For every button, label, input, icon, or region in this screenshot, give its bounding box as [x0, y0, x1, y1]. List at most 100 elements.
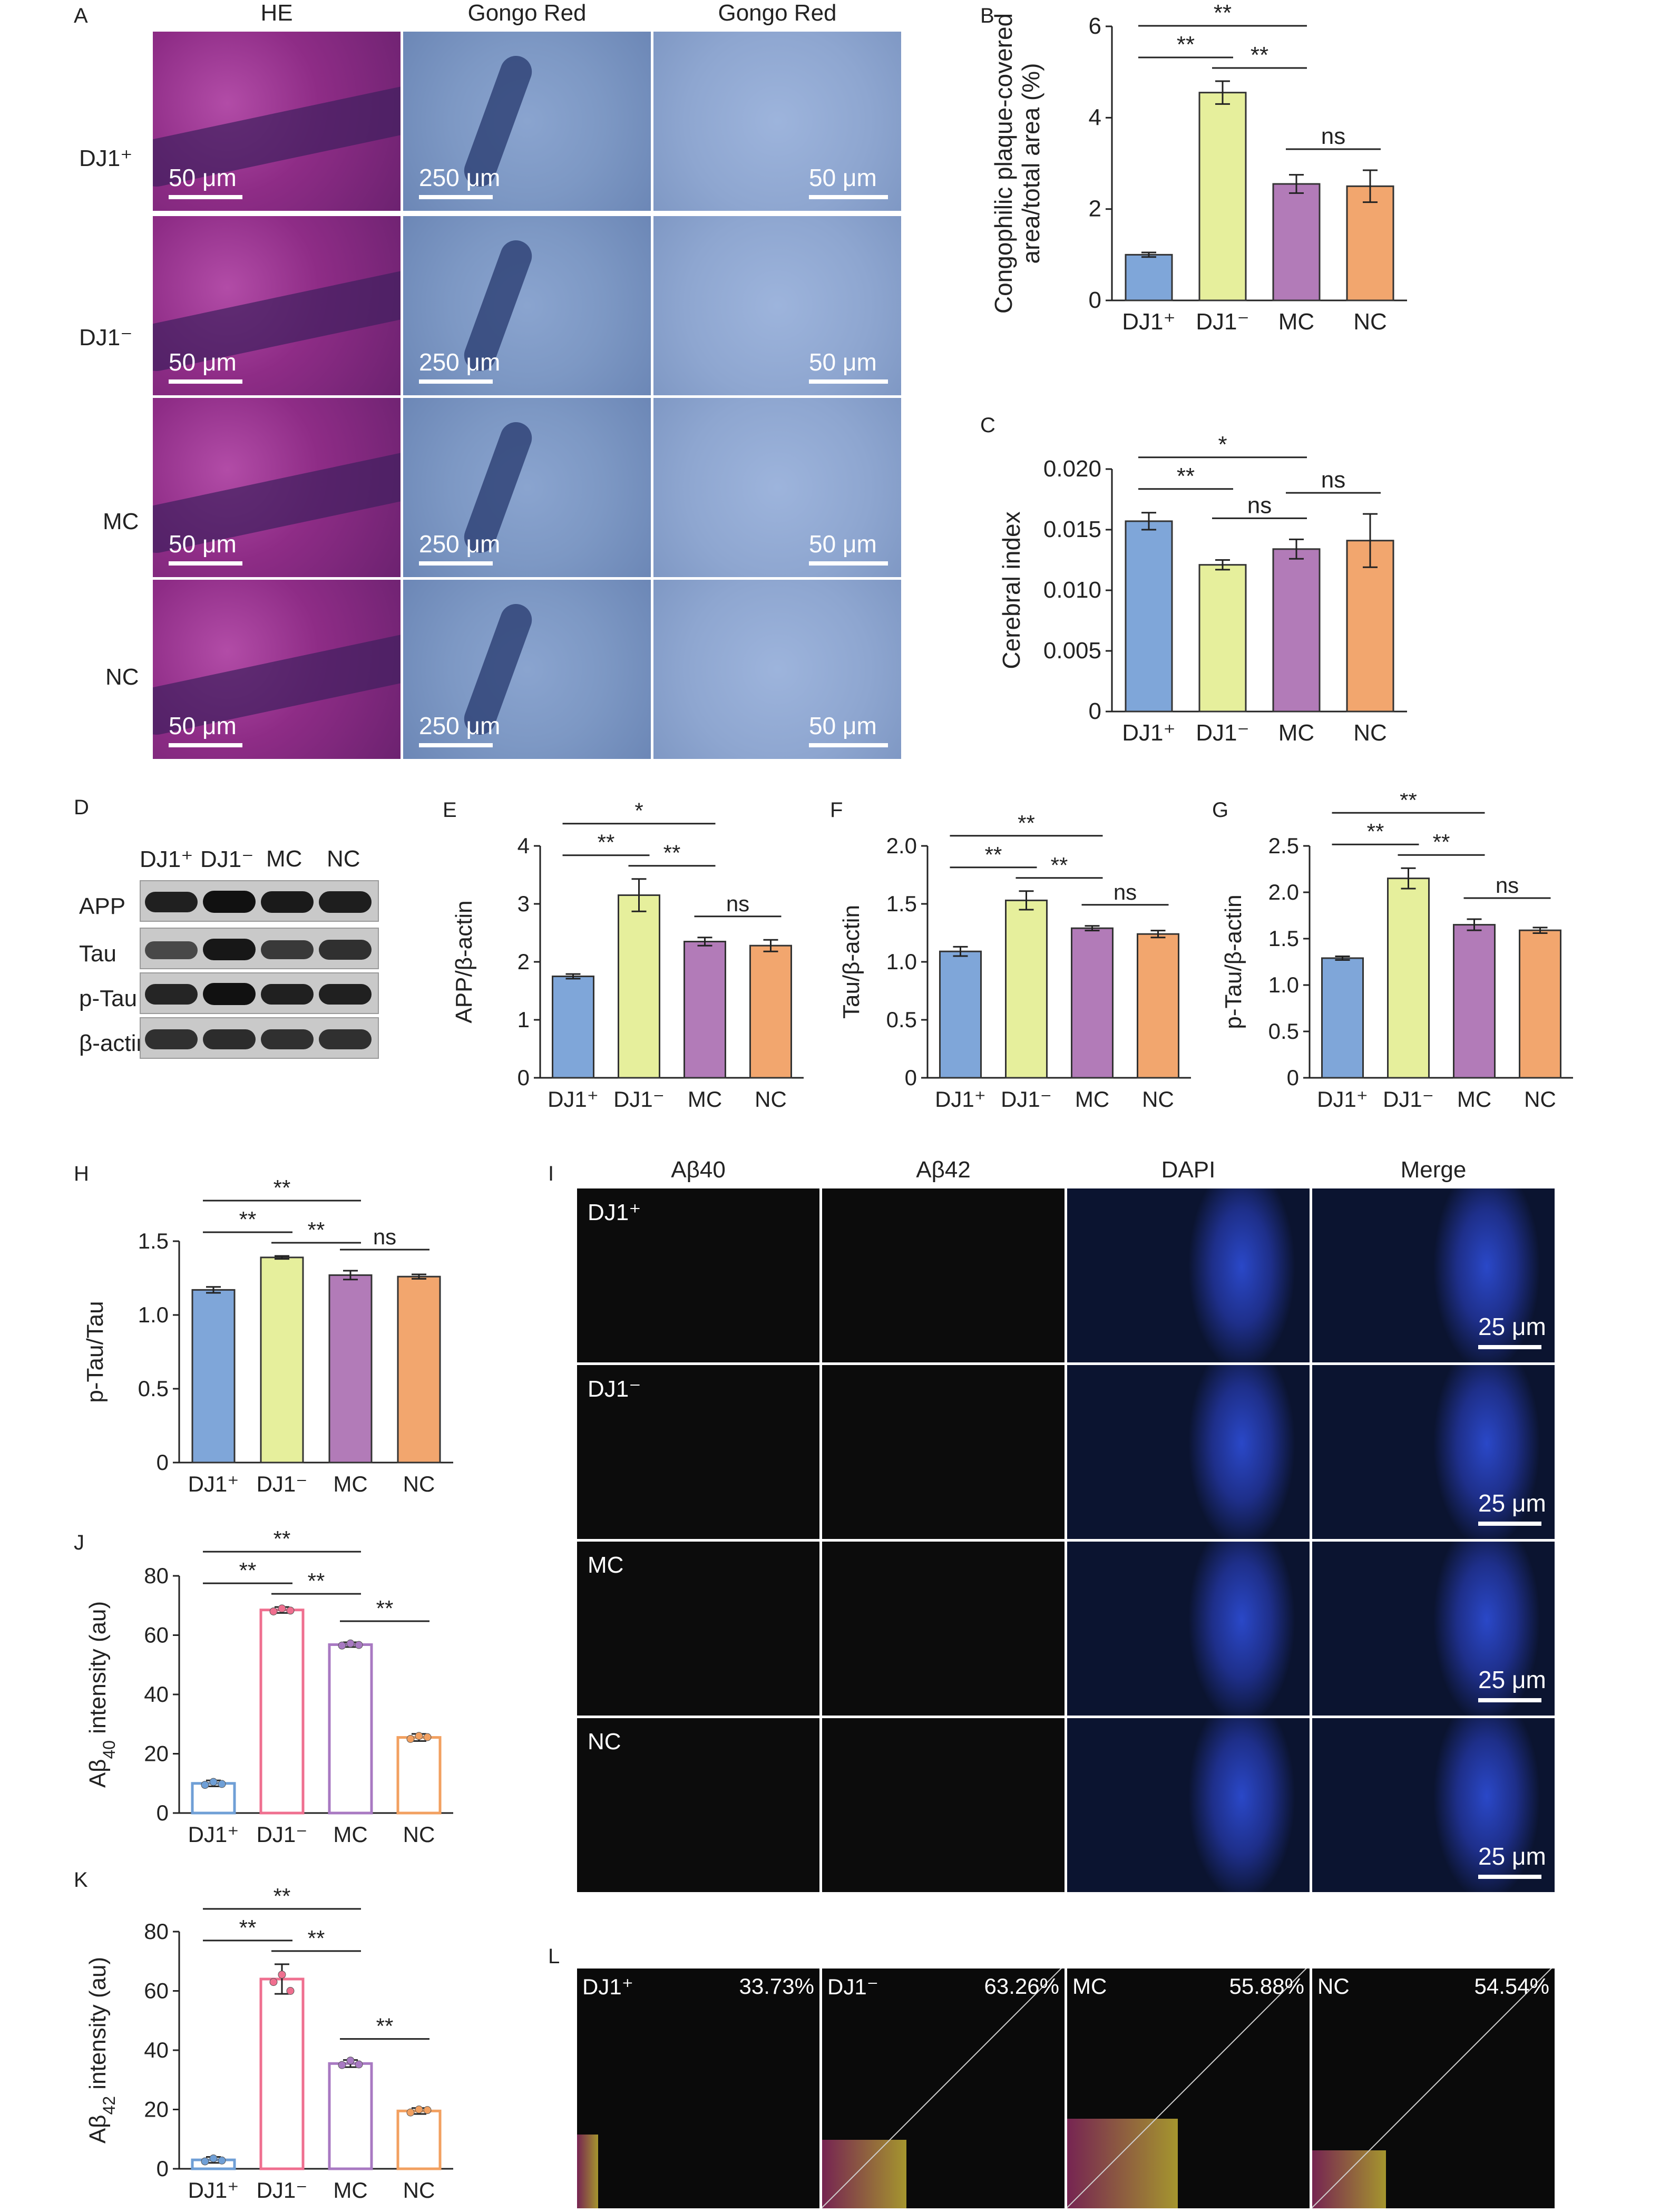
scale-bar: 250 μm	[419, 530, 509, 572]
significance-label: **	[274, 1526, 291, 1551]
significance-label: *	[634, 798, 643, 823]
data-point	[415, 1732, 423, 1740]
scale-bar: 250 μm	[419, 163, 509, 206]
histology-image	[403, 216, 651, 395]
y-tick-label: 0.020	[1043, 456, 1101, 482]
histology-image	[403, 32, 651, 211]
y-axis-label: p-Tau/Tau	[82, 1301, 108, 1402]
western-blot-band	[319, 1029, 372, 1049]
fluo-row-label: DJ1⁺	[588, 1200, 641, 1225]
scale-bar-label: 50 μm	[809, 712, 877, 739]
data-point	[406, 1734, 415, 1743]
y-tick-label: 1.0	[1268, 972, 1299, 997]
data-point	[278, 1971, 286, 1979]
fluorescence-image	[1067, 1542, 1310, 1716]
scale-bar: 25 μm	[1478, 1312, 1552, 1355]
fluorescence-image	[822, 1365, 1065, 1539]
bar	[259, 1609, 305, 1815]
y-tick-label: 0.010	[1043, 577, 1101, 603]
fluorescence-image	[577, 1542, 819, 1716]
y-tick-label: 6	[1089, 13, 1101, 39]
x-tick-label: DJ1⁻	[613, 1087, 665, 1112]
wb-header-dj1-plus: DJ1⁺	[140, 846, 193, 872]
data-point	[269, 1607, 278, 1615]
fluorescence-image	[577, 1718, 819, 1892]
fluo-col-header-abeta40: Aβ40	[671, 1157, 726, 1183]
y-axis-label: Congophilic plaque-covered	[991, 13, 1017, 314]
scale-bar: 50 μm	[809, 530, 899, 572]
significance-label: **	[308, 1217, 325, 1242]
bar	[328, 2062, 373, 2170]
fluorescence-image	[822, 1188, 1065, 1362]
data-point	[209, 2154, 218, 2162]
bar	[683, 941, 726, 1079]
y-axis-label: p-Tau/β-actin	[1220, 894, 1246, 1029]
data-point	[269, 1978, 278, 1986]
significance-label: **	[308, 1926, 325, 1951]
fluo-col-header-merge: Merge	[1400, 1157, 1467, 1183]
panel-letter-c: C	[980, 414, 995, 437]
panel-letter-d: D	[74, 796, 89, 819]
bar	[396, 1736, 442, 1815]
x-tick-label: MC	[1278, 309, 1314, 335]
fluorescence-image	[1312, 1718, 1555, 1892]
bar	[1346, 185, 1394, 301]
significance-label: **	[1214, 0, 1232, 26]
histology-image	[653, 398, 901, 577]
scale-bar-line	[1478, 1522, 1541, 1526]
wb-label-beta-actin: β-actin	[79, 1030, 149, 1056]
wb-header-dj1-minus: DJ1⁻	[200, 846, 254, 872]
western-blot-band	[145, 984, 198, 1005]
western-blot-band	[145, 941, 198, 959]
x-tick-label: MC	[1075, 1087, 1109, 1112]
x-tick-label: DJ1⁺	[1122, 309, 1175, 335]
histo-col-header-he: HE	[260, 0, 293, 26]
western-blot-band	[261, 1029, 314, 1049]
histology-image	[153, 398, 401, 577]
histology-image	[403, 398, 651, 577]
scale-bar-label: 250 μm	[419, 348, 501, 376]
chart-f-tau-ratio: 0 0.5 1.0 1.5 2.0 Tau/β-actin DJ1⁺ DJ1⁻ MC NC ** **…	[838, 811, 1191, 1112]
y-tick-label: 1.0	[886, 949, 917, 974]
x-tick-label: NC	[403, 2178, 435, 2203]
y-tick-label: 0.005	[1043, 638, 1101, 664]
bar	[1125, 254, 1173, 301]
scale-bar-line	[419, 195, 493, 199]
significance-label: **	[1367, 819, 1384, 844]
significance-label: **	[274, 1884, 291, 1908]
data-point	[201, 1781, 209, 1789]
y-tick-label: 3	[517, 891, 530, 916]
scale-bar: 50 μm	[169, 530, 258, 572]
x-tick-label: NC	[1353, 309, 1387, 335]
fluorescence-image	[1067, 1718, 1310, 1892]
x-tick-label: DJ1⁺	[935, 1087, 986, 1112]
x-tick-label: DJ1⁻	[1196, 720, 1249, 746]
y-tick-label: 0	[1287, 1065, 1299, 1090]
y-tick-label: 2	[1089, 196, 1101, 222]
y-tick-label: 0.5	[1268, 1019, 1299, 1044]
x-tick-label: MC	[333, 2178, 367, 2203]
data-point	[201, 2157, 209, 2166]
scale-bar-label: 50 μm	[809, 164, 877, 191]
y-tick-label: 1.5	[886, 891, 917, 916]
data-point	[355, 1641, 363, 1649]
chart-g-ptau-ratio: 0 0.5 1.0 1.5 2.0 2.5 p-Tau/β-actin DJ1⁺ DJ1⁻ MC N…	[1220, 793, 1573, 1112]
bar	[1125, 520, 1173, 713]
scale-bar: 25 μm	[1478, 1842, 1552, 1884]
data-point	[338, 2061, 346, 2069]
bar	[1071, 927, 1114, 1079]
colocalization-scatter	[1312, 1969, 1555, 2208]
bar	[1272, 548, 1321, 713]
significance-label: **	[985, 842, 1002, 867]
y-axis-label: Aβ42 intensity (au)	[85, 1957, 119, 2143]
fluorescence-image	[822, 1718, 1065, 1892]
histology-image	[653, 580, 901, 759]
bar	[260, 1256, 304, 1464]
y-tick-label: 0	[157, 1450, 169, 1475]
colocalization-scatter	[577, 1969, 819, 2208]
y-tick-label: 60	[144, 1623, 169, 1648]
scale-bar-line	[169, 743, 242, 747]
y-tick-label: 0.015	[1043, 517, 1101, 542]
fluorescence-image	[1312, 1365, 1555, 1539]
x-tick-label: MC	[333, 1472, 367, 1496]
